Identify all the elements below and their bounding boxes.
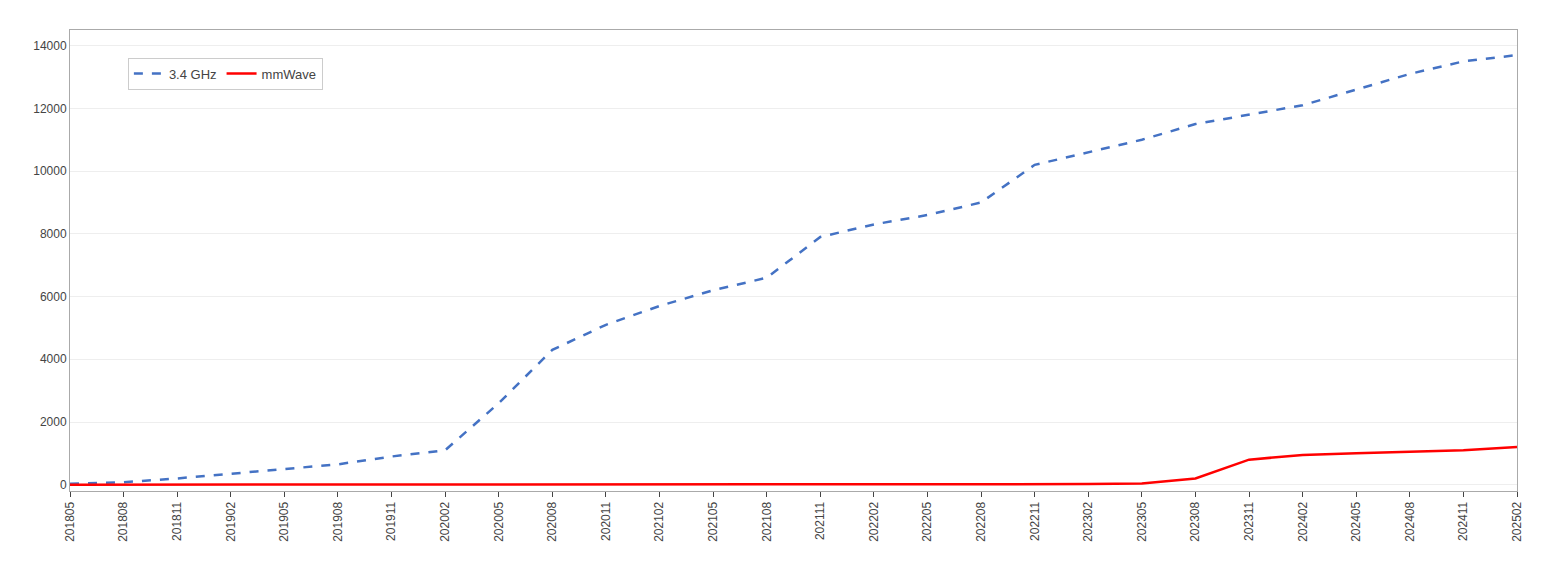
svg-text:201811: 201811 [170, 501, 184, 540]
svg-text:202202: 202202 [867, 501, 881, 541]
svg-text:201905: 201905 [277, 501, 291, 541]
svg-text:202302: 202302 [1081, 501, 1095, 541]
svg-text:2000: 2000 [40, 415, 67, 429]
svg-text:0: 0 [60, 478, 67, 492]
svg-text:201808: 201808 [116, 501, 130, 541]
svg-text:6000: 6000 [40, 290, 67, 304]
svg-text:202002: 202002 [438, 501, 452, 541]
svg-text:202402: 202402 [1296, 501, 1310, 541]
svg-text:3.4 GHz: 3.4 GHz [169, 67, 217, 82]
svg-text:8000: 8000 [40, 227, 67, 241]
svg-text:201805: 201805 [63, 501, 77, 541]
svg-text:201908: 201908 [331, 501, 345, 541]
svg-text:202311: 202311 [1242, 501, 1256, 540]
svg-text:202005: 202005 [492, 501, 506, 541]
svg-text:202408: 202408 [1403, 501, 1417, 541]
svg-text:4000: 4000 [40, 352, 67, 366]
svg-text:10000: 10000 [33, 164, 67, 178]
svg-text:202102: 202102 [652, 501, 666, 541]
svg-text:202305: 202305 [1135, 501, 1149, 541]
svg-text:202211: 202211 [1028, 501, 1042, 540]
svg-text:202111: 202111 [813, 501, 827, 540]
svg-text:202411: 202411 [1456, 501, 1470, 540]
svg-text:12000: 12000 [33, 102, 67, 116]
svg-text:201902: 201902 [224, 501, 238, 541]
svg-text:202011: 202011 [599, 501, 613, 540]
svg-text:202308: 202308 [1188, 501, 1202, 541]
svg-text:mmWave: mmWave [262, 67, 316, 82]
svg-text:202405: 202405 [1349, 501, 1363, 541]
svg-text:202208: 202208 [974, 501, 988, 541]
svg-text:202205: 202205 [920, 501, 934, 541]
svg-text:202502: 202502 [1510, 501, 1524, 541]
svg-text:202008: 202008 [545, 501, 559, 541]
svg-text:202108: 202108 [760, 501, 774, 541]
svg-text:201911: 201911 [384, 501, 398, 540]
svg-text:202105: 202105 [706, 501, 720, 541]
svg-text:14000: 14000 [33, 39, 67, 53]
